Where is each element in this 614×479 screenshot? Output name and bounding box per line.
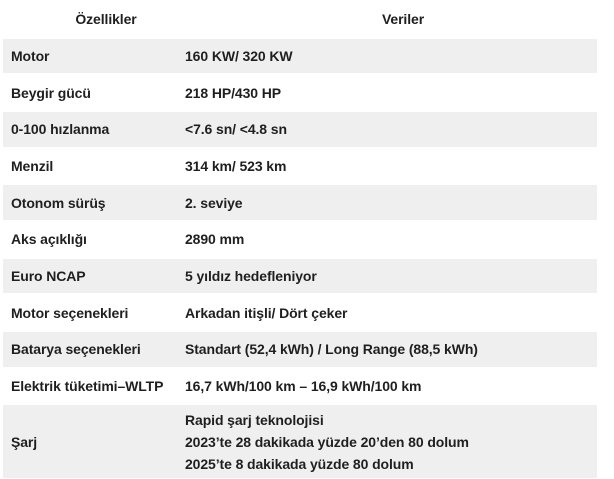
feature-label: Batarya seçenekleri	[11, 341, 141, 358]
feature-label: Beygir gücü	[11, 84, 91, 101]
table-header: Özellikler Veriler	[3, 0, 597, 38]
feature-value: 314 km/ 523 km	[185, 157, 287, 174]
feature-value-line: Rapid şarj teknolojisi	[185, 411, 324, 428]
column-header-data: Veriler	[381, 10, 425, 27]
table-row: Motor 160 KW/ 320 KW	[3, 37, 597, 75]
feature-label: Motor seçenekleri	[11, 304, 129, 321]
feature-value: Arkadan itişli/ Dört çeker	[185, 304, 348, 321]
feature-label: Şarj	[11, 433, 38, 450]
table-row: Batarya seçenekleri Standart (52,4 kWh) …	[3, 331, 597, 368]
feature-value: Rapid şarj teknolojisi 2023’te 28 dakika…	[185, 409, 597, 475]
table-row: 0-100 hızlanma <7.6 sn/ <4.8 sn	[3, 110, 597, 148]
feature-label: Aks açıklığı	[11, 231, 87, 248]
table-row: Beygir gücü 218 HP/430 HP	[3, 74, 597, 111]
table-row: Euro NCAP 5 yıldız hedefleniyor	[3, 257, 597, 295]
feature-label: Menzil	[11, 157, 54, 174]
feature-label: Elektrik tüketimi–WLTP	[11, 378, 164, 395]
feature-value: 5 yıldız hedefleniyor	[185, 267, 317, 284]
feature-value: 16,7 kWh/100 km – 16,9 kWh/100 km	[185, 378, 422, 395]
feature-label: Motor	[11, 47, 50, 64]
table-row: Şarj Rapid şarj teknolojisi 2023’te 28 d…	[3, 404, 597, 479]
table-row: Motor seçenekleri Arkadan itişli/ Dört ç…	[3, 294, 597, 331]
specs-table: Özellikler Veriler Motor 160 KW/ 320 KW …	[3, 0, 597, 479]
feature-value-line: 2023’te 28 dakikada yüzde 20’den 80 dolu…	[185, 433, 469, 450]
table-row: Menzil 314 km/ 523 km	[3, 147, 597, 185]
table-row: Elektrik tüketimi–WLTP 16,7 kWh/100 km –…	[3, 367, 597, 405]
feature-value: <7.6 sn/ <4.8 sn	[185, 121, 287, 138]
feature-value: Standart (52,4 kWh) / Long Range (88,5 k…	[185, 341, 478, 358]
feature-label: Otonom sürüş	[11, 194, 106, 211]
feature-value: 2890 mm	[185, 231, 245, 248]
table-row: Otonom sürüş 2. seviye	[3, 184, 597, 221]
feature-value: 2. seviye	[185, 194, 243, 211]
feature-value: 160 KW/ 320 KW	[185, 47, 293, 64]
feature-value: 218 HP/430 HP	[185, 84, 281, 101]
column-header-features: Özellikler	[75, 10, 137, 27]
table-row: Aks açıklığı 2890 mm	[3, 220, 597, 258]
feature-label: 0-100 hızlanma	[11, 121, 110, 138]
feature-label: Euro NCAP	[11, 267, 86, 284]
feature-value-line: 2025’te 8 dakikada yüzde 80 dolum	[185, 455, 414, 472]
